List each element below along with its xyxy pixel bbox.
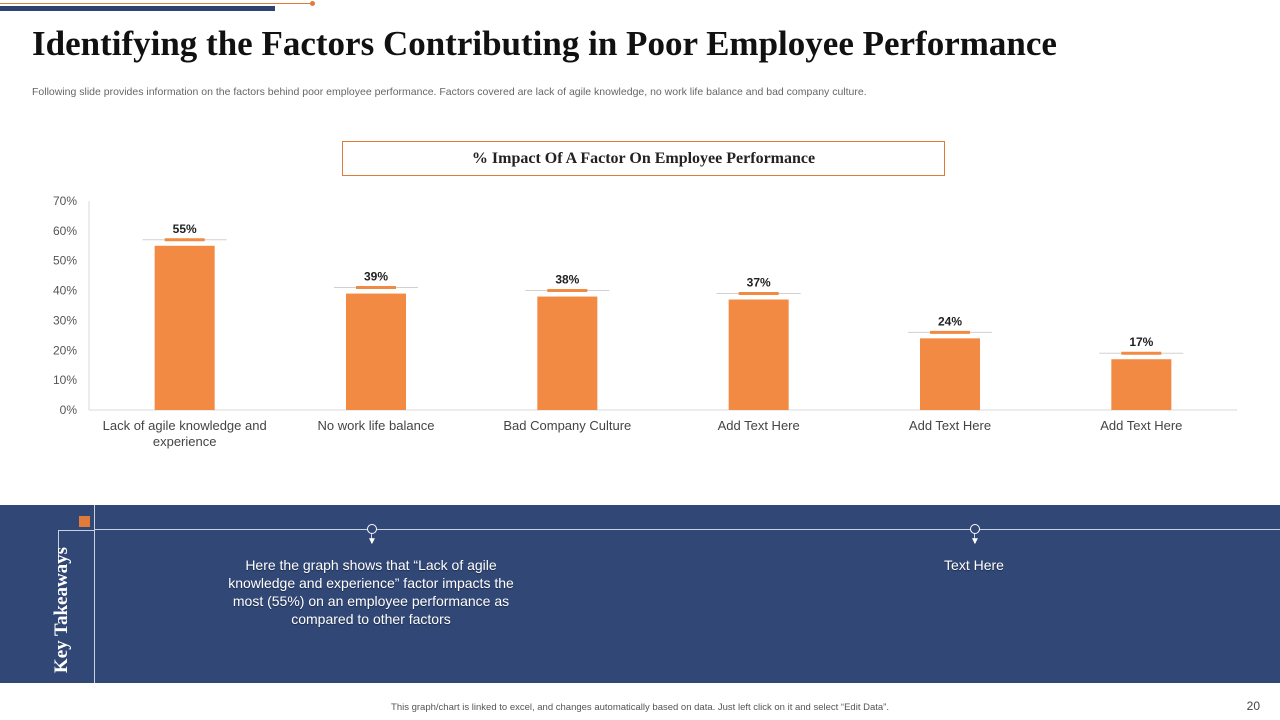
- takeaways-timeline: [94, 529, 1280, 530]
- bar: [1111, 359, 1172, 410]
- header-bar: [0, 6, 275, 11]
- bar: [920, 338, 980, 410]
- x-tick-label: Lack of agile knowledge and: [103, 418, 267, 433]
- y-tick-label: 60%: [53, 224, 77, 238]
- bar: [346, 293, 406, 410]
- arrow-down-icon: ▼: [970, 536, 980, 547]
- arrow-down-icon: ▼: [367, 536, 377, 547]
- data-label: 55%: [173, 222, 197, 236]
- data-label: 37%: [747, 276, 771, 290]
- data-label: 17%: [1129, 335, 1153, 349]
- bar: [537, 296, 598, 410]
- takeaway-text-1: Here the graph shows that “Lack of agile…: [228, 557, 514, 627]
- data-label: 39%: [364, 270, 388, 284]
- x-tick-label: Bad Company Culture: [503, 418, 631, 433]
- takeaway-text-2: Text Here: [944, 557, 1004, 573]
- x-tick-label: No work life balance: [317, 418, 434, 433]
- slide-title: Identifying the Factors Contributing in …: [32, 24, 1057, 63]
- takeaways-marker-square: [79, 516, 90, 527]
- y-tick-label: 40%: [53, 284, 77, 298]
- y-tick-label: 0%: [60, 403, 78, 417]
- x-tick-label: Add Text Here: [718, 418, 800, 433]
- timeline-node-1: [367, 524, 377, 534]
- y-tick-label: 20%: [53, 343, 77, 357]
- timeline-connector-2: [974, 529, 975, 543]
- x-tick-label: experience: [153, 434, 217, 449]
- data-label: 38%: [555, 273, 579, 287]
- x-tick-label: Add Text Here: [1100, 418, 1182, 433]
- y-tick-label: 30%: [53, 313, 77, 327]
- y-tick-label: 10%: [53, 373, 77, 387]
- x-tick-label: Add Text Here: [909, 418, 991, 433]
- header-accent-line: [0, 3, 312, 4]
- footer-note: This graph/chart is linked to excel, and…: [391, 702, 889, 713]
- y-tick-label: 50%: [53, 254, 77, 268]
- takeaways-bracket: [58, 530, 94, 560]
- bar: [154, 245, 215, 410]
- timeline-node-2: [970, 524, 980, 534]
- bar-chart: 0% 10% 20% 30% 40% 50% 60% 70% 55% Lack of agile …: [53, 194, 1237, 449]
- key-takeaways-panel: ▼ ▼ Here the graph shows that “Lack of a…: [0, 505, 1280, 683]
- timeline-connector-1: [371, 529, 372, 543]
- chart-title: % Impact Of A Factor On Employee Perform…: [342, 141, 945, 176]
- header-accent-dot: [310, 1, 315, 6]
- takeaways-divider-vertical: [94, 505, 95, 683]
- key-takeaways-label: Key Takeaways: [51, 546, 72, 674]
- data-label: 24%: [938, 314, 962, 328]
- slide-subtitle: Following slide provides information on …: [32, 86, 867, 98]
- y-tick-label: 70%: [53, 194, 77, 208]
- bar: [728, 299, 789, 410]
- page-number: 20: [1246, 699, 1260, 713]
